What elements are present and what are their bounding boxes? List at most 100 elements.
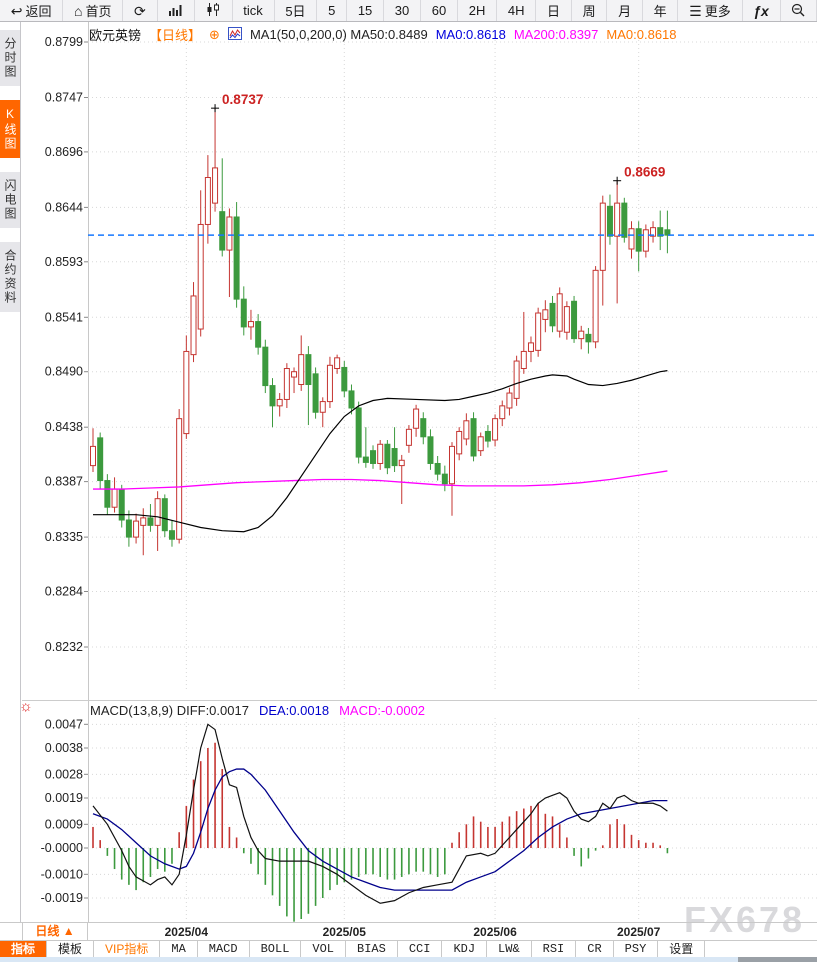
toolbar-item-label: 返回 — [25, 4, 52, 19]
svg-text:0.0009: 0.0009 — [45, 817, 83, 831]
toolbar-item-label: 5 — [328, 3, 336, 18]
toolbar-item-candlestick[interactable] — [195, 0, 233, 21]
svg-text:0.8737: 0.8737 — [222, 92, 263, 107]
toolbar-item-back[interactable]: ↩ 返回 — [0, 0, 64, 21]
toolbar-item-interval-2h[interactable]: 2H — [458, 0, 498, 21]
x-axis-month-label: 2025/05 — [322, 925, 366, 939]
menu-icon: ☰ — [689, 2, 702, 19]
refresh-icon: ⟳ — [134, 2, 146, 19]
svg-text:0.8747: 0.8747 — [45, 90, 83, 104]
toolbar-item-label: 60 — [431, 3, 447, 18]
toolbar-item-label: 日 — [547, 4, 561, 19]
toolbar-item-interval-15[interactable]: 15 — [347, 0, 385, 21]
back-arrow-icon: ↩ — [10, 2, 23, 19]
indicator-settings-icon[interactable]: ☼ — [19, 698, 33, 715]
tab-PSY[interactable]: PSY — [614, 941, 659, 957]
svg-text:0.8669: 0.8669 — [624, 165, 665, 180]
svg-text:0.8232: 0.8232 — [45, 640, 83, 654]
sidebar-item-闪电图[interactable]: 闪电图 — [0, 172, 20, 228]
sidebar-item-合约资料[interactable]: 合约资料 — [0, 242, 20, 312]
svg-text:0.8438: 0.8438 — [45, 420, 83, 434]
tab-BIAS[interactable]: BIAS — [346, 941, 398, 957]
macd-dea-value: DEA:0.0018 — [258, 703, 330, 718]
toolbar-item-interval-5d[interactable]: 5日 — [275, 0, 318, 21]
home-icon: ⌂ — [74, 2, 83, 19]
toolbar-item-label: 月 — [618, 4, 632, 19]
toolbar-item-zoom-out[interactable] — [781, 0, 817, 21]
svg-text:0.8593: 0.8593 — [45, 255, 83, 269]
toolbar-item-interval-day[interactable]: 日 — [536, 0, 572, 21]
svg-text:0.8490: 0.8490 — [45, 365, 83, 379]
toolbar-item-label: 5日 — [285, 4, 306, 19]
svg-text:0.8799: 0.8799 — [45, 35, 83, 49]
svg-text:0.8696: 0.8696 — [45, 145, 83, 159]
symbol-name: 欧元英镑 — [89, 28, 142, 43]
horizontal-scrollbar[interactable] — [0, 957, 817, 962]
toolbar-item-tick[interactable]: tick — [233, 0, 275, 21]
svg-text:-0.0019: -0.0019 — [41, 891, 83, 905]
tab-VOL[interactable]: VOL — [301, 941, 347, 957]
x-axis-month-label: 2025/06 — [473, 925, 517, 939]
x-axis-month-label: 2025/04 — [164, 925, 209, 939]
toolbar-item-interval-4h[interactable]: 4H — [497, 0, 537, 21]
tab-CR[interactable]: CR — [576, 941, 614, 957]
ma200-value: MA200:0.8397 — [513, 27, 599, 42]
toolbar-item-label: 首页 — [85, 4, 112, 19]
toolbar-item-more[interactable]: ☰ 更多 — [678, 0, 743, 21]
svg-text:-0.0000: -0.0000 — [41, 841, 83, 855]
toolbar-item-label: 年 — [653, 4, 667, 19]
add-indicator-icon[interactable]: ⊕ — [209, 26, 220, 42]
svg-text:0.0047: 0.0047 — [45, 717, 83, 731]
top-toolbar: ↩ 返回 ⌂ 首页 ⟳ tick 5日 5 15 30 60 2H 4H 日周月年 ☰ 更多 ƒx — [0, 0, 817, 22]
macd-header: MACD(13,8,9) DIFF:0.0017 DEA:0.0018 MACD… — [90, 703, 425, 718]
svg-text:0.8387: 0.8387 — [45, 475, 83, 489]
tab-LW&[interactable]: LW& — [487, 941, 532, 957]
sidebar-item-分时图[interactable]: 分时图 — [0, 30, 20, 86]
ma-settings-text: MA1(50,0,200,0) MA50:0.8489 — [249, 27, 428, 42]
chart-header: 欧元英镑 【日线】 ⊕ MA1(50,0,200,0) MA50:0.8489 … — [89, 25, 677, 44]
tab-指标[interactable]: 指标 — [0, 941, 48, 957]
svg-text:0.0028: 0.0028 — [45, 767, 83, 781]
scrollbar-thumb[interactable] — [738, 957, 817, 962]
tab-KDJ[interactable]: KDJ — [442, 941, 488, 957]
toolbar-item-home[interactable]: ⌂ 首页 — [63, 0, 124, 21]
tab-BOLL[interactable]: BOLL — [250, 941, 302, 957]
sidebar-item-K线图[interactable]: K线图 — [0, 100, 20, 158]
ma0-blue-value: MA0:0.8618 — [435, 27, 506, 42]
ma0-orange-value: MA0:0.8618 — [606, 27, 677, 42]
toolbar-item-label: 2H — [468, 3, 486, 18]
toolbar-item-bar-chart[interactable] — [158, 0, 196, 21]
zoom-out-icon — [791, 3, 805, 19]
mini-chart-icon — [227, 26, 242, 43]
svg-text:0.0038: 0.0038 — [45, 741, 83, 755]
toolbar-item-interval-5[interactable]: 5 — [317, 0, 348, 21]
period-label: 【日线】 — [149, 28, 202, 43]
tab-CCI[interactable]: CCI — [398, 941, 443, 957]
tab-MA[interactable]: MA — [160, 941, 198, 957]
toolbar-item-label: 周 — [582, 4, 596, 19]
toolbar-item-interval-30[interactable]: 30 — [384, 0, 422, 21]
tab-VIP指标[interactable]: VIP指标 — [94, 941, 161, 957]
x-axis-month-label: 2025/07 — [616, 925, 661, 939]
tab-设置[interactable]: 设置 — [658, 941, 706, 957]
svg-text:0.8335: 0.8335 — [45, 530, 83, 544]
svg-text:0.8644: 0.8644 — [45, 200, 83, 214]
toolbar-item-interval-60[interactable]: 60 — [421, 0, 459, 21]
timeframe-selector[interactable]: 日线 ▲ — [22, 923, 88, 941]
fx678-watermark: FX678 — [684, 899, 806, 940]
tab-模板[interactable]: 模板 — [47, 941, 95, 957]
indicator-tabbar: 指标 模板 VIP指标 MA MACD BOLL VOL BIAS CCI KDJ LW& RSI CR… — [0, 940, 817, 957]
svg-text:0.0019: 0.0019 — [45, 791, 83, 805]
tab-RSI[interactable]: RSI — [532, 941, 577, 957]
tab-MACD[interactable]: MACD — [198, 941, 250, 957]
toolbar-item-label: 30 — [394, 3, 410, 18]
toolbar-item-label: 15 — [357, 3, 373, 18]
toolbar-item-fx[interactable]: ƒx — [743, 0, 781, 21]
candlestick-icon — [206, 3, 221, 18]
toolbar-item-interval-month[interactable]: 月 — [607, 0, 643, 21]
toolbar-item-interval-year[interactable]: 年 — [643, 0, 679, 21]
toolbar-item-refresh[interactable]: ⟳ — [123, 0, 158, 21]
toolbar-item-interval-week[interactable]: 周 — [572, 0, 608, 21]
